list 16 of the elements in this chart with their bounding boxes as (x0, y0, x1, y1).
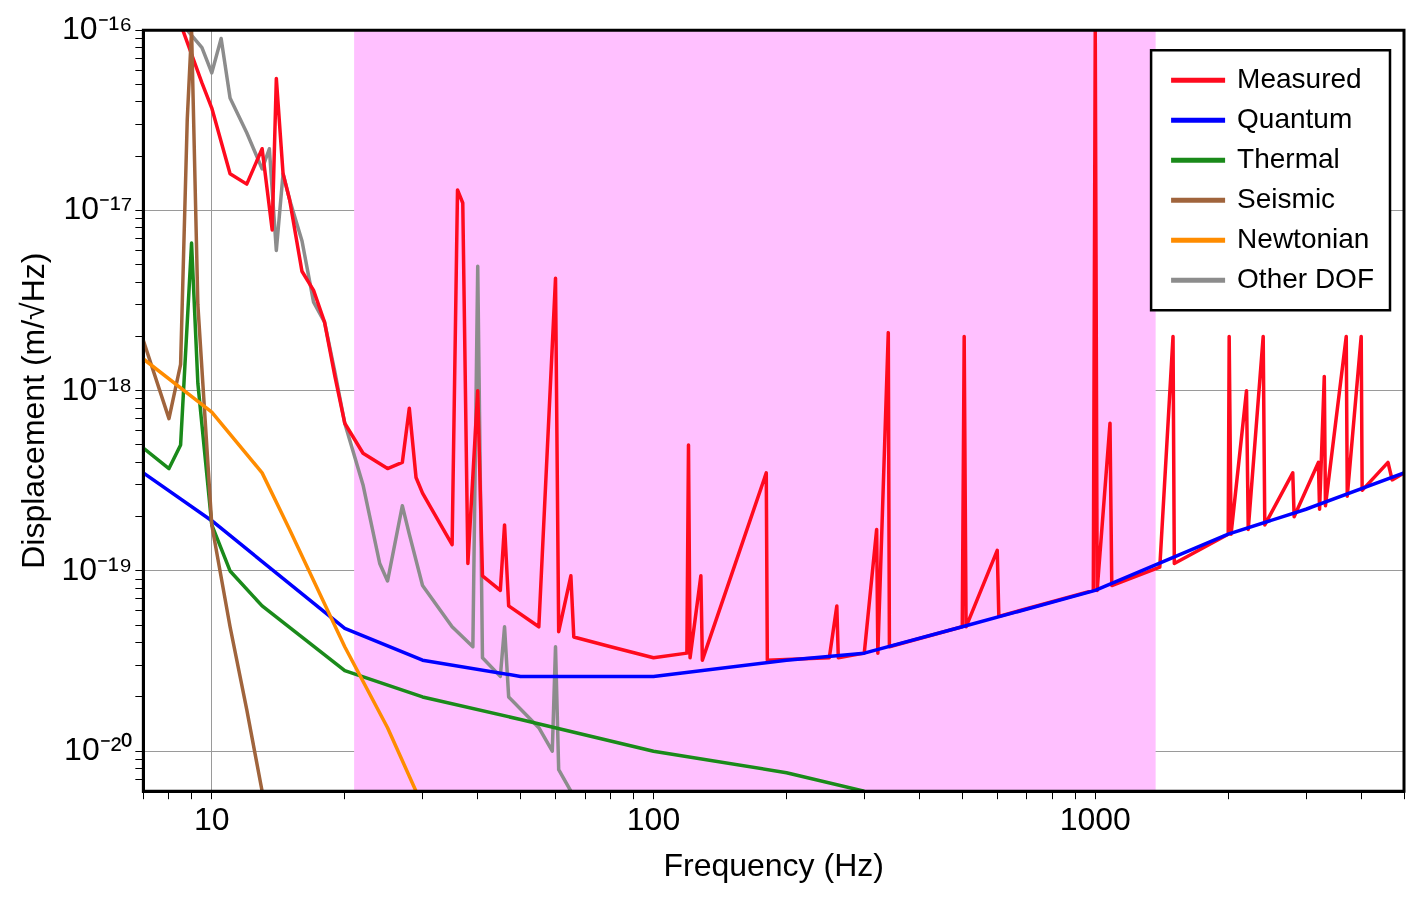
x-tick-label: 1000 (1059, 801, 1131, 838)
y-tick-label: 10⁻¹⁹ (61, 550, 133, 587)
legend-label: Seismic (1237, 182, 1336, 214)
y-tick-label: 10⁻¹⁸ (61, 370, 133, 407)
x-axis-title: Frequency (Hz) (663, 846, 884, 883)
y-tick-label: 10⁻¹⁶ (61, 10, 133, 47)
legend-label: Measured (1237, 62, 1362, 94)
legend-label: Other DOF (1237, 262, 1375, 294)
legend-label: Thermal (1237, 142, 1340, 174)
legend-label: Quantum (1237, 102, 1353, 134)
y-tick-label: 10⁻¹⁷ (63, 190, 133, 227)
x-tick-label: 100 (626, 801, 681, 838)
legend-label: Newtonian (1237, 222, 1370, 254)
y-tick-label: 10⁻²⁰ (64, 731, 133, 768)
x-tick-label: 10 (193, 801, 230, 838)
y-axis-title: Displacement (m/√Hz) (15, 252, 52, 569)
